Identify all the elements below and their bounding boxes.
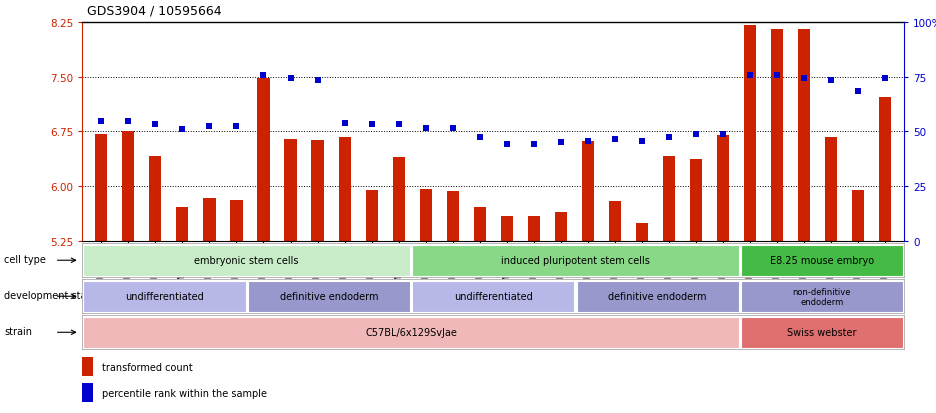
- Point: [824, 77, 839, 84]
- Point: [148, 121, 163, 128]
- Point: [769, 73, 784, 79]
- Bar: [95, 134, 108, 242]
- Bar: [123, 132, 135, 242]
- Bar: [83, 245, 410, 276]
- Bar: [474, 207, 486, 242]
- Text: development stage: development stage: [4, 290, 98, 300]
- Point: [121, 118, 136, 125]
- Text: induced pluripotent stem cells: induced pluripotent stem cells: [501, 256, 650, 266]
- Bar: [771, 30, 783, 242]
- Bar: [312, 141, 324, 242]
- Point: [310, 77, 325, 84]
- Point: [229, 124, 244, 131]
- Point: [283, 76, 298, 82]
- Point: [715, 131, 730, 138]
- Point: [364, 121, 379, 128]
- Bar: [366, 190, 378, 242]
- Point: [797, 76, 812, 82]
- Point: [175, 127, 190, 133]
- Bar: [248, 281, 410, 312]
- Text: definitive endoderm: definitive endoderm: [608, 292, 707, 301]
- Bar: [339, 137, 351, 242]
- Bar: [203, 199, 215, 242]
- Bar: [149, 156, 161, 242]
- Text: E8.25 mouse embryo: E8.25 mouse embryo: [770, 256, 874, 266]
- Bar: [826, 137, 838, 242]
- Bar: [577, 281, 739, 312]
- Bar: [879, 98, 891, 242]
- Bar: [717, 136, 729, 242]
- Bar: [419, 189, 431, 242]
- Bar: [741, 245, 903, 276]
- Bar: [798, 30, 811, 242]
- Point: [337, 120, 352, 127]
- Point: [391, 121, 406, 128]
- Bar: [83, 281, 245, 312]
- Bar: [501, 216, 513, 242]
- Bar: [176, 207, 188, 242]
- Bar: [608, 202, 621, 242]
- Bar: [744, 26, 756, 242]
- Text: non-definitive
endoderm: non-definitive endoderm: [793, 287, 851, 306]
- Point: [851, 89, 866, 95]
- Bar: [446, 192, 459, 242]
- Bar: [257, 79, 270, 242]
- Point: [256, 73, 271, 79]
- Text: definitive endoderm: definitive endoderm: [280, 292, 378, 301]
- Text: C57BL/6x129SvJae: C57BL/6x129SvJae: [365, 328, 457, 337]
- Point: [94, 118, 109, 125]
- Text: Swiss webster: Swiss webster: [787, 328, 856, 337]
- Point: [635, 138, 650, 145]
- Bar: [82, 383, 93, 402]
- Bar: [741, 281, 903, 312]
- Bar: [412, 281, 575, 312]
- Point: [202, 124, 217, 131]
- Bar: [285, 140, 297, 242]
- Point: [418, 125, 433, 132]
- Bar: [741, 317, 903, 348]
- Point: [580, 138, 595, 145]
- Text: cell type: cell type: [4, 254, 46, 264]
- Bar: [852, 190, 864, 242]
- Text: transformed count: transformed count: [102, 362, 193, 372]
- Point: [662, 134, 677, 140]
- Point: [499, 141, 514, 148]
- Point: [607, 136, 622, 143]
- Point: [526, 141, 541, 148]
- Point: [878, 76, 893, 82]
- Text: GDS3904 / 10595664: GDS3904 / 10595664: [87, 5, 222, 18]
- Point: [446, 125, 461, 132]
- Point: [553, 140, 568, 147]
- Bar: [582, 142, 594, 242]
- Text: percentile rank within the sample: percentile rank within the sample: [102, 388, 267, 398]
- Text: undifferentiated: undifferentiated: [454, 292, 533, 301]
- Bar: [83, 317, 739, 348]
- Bar: [636, 223, 648, 242]
- Bar: [528, 216, 540, 242]
- Text: undifferentiated: undifferentiated: [125, 292, 204, 301]
- Bar: [412, 245, 739, 276]
- Bar: [690, 159, 702, 242]
- Bar: [555, 212, 567, 242]
- Point: [742, 73, 757, 79]
- Point: [473, 134, 488, 140]
- Point: [689, 131, 704, 138]
- Bar: [663, 156, 675, 242]
- Bar: [392, 158, 404, 242]
- Text: strain: strain: [4, 326, 32, 336]
- Text: embryonic stem cells: embryonic stem cells: [195, 256, 299, 266]
- Bar: [230, 200, 242, 242]
- Bar: [82, 357, 93, 376]
